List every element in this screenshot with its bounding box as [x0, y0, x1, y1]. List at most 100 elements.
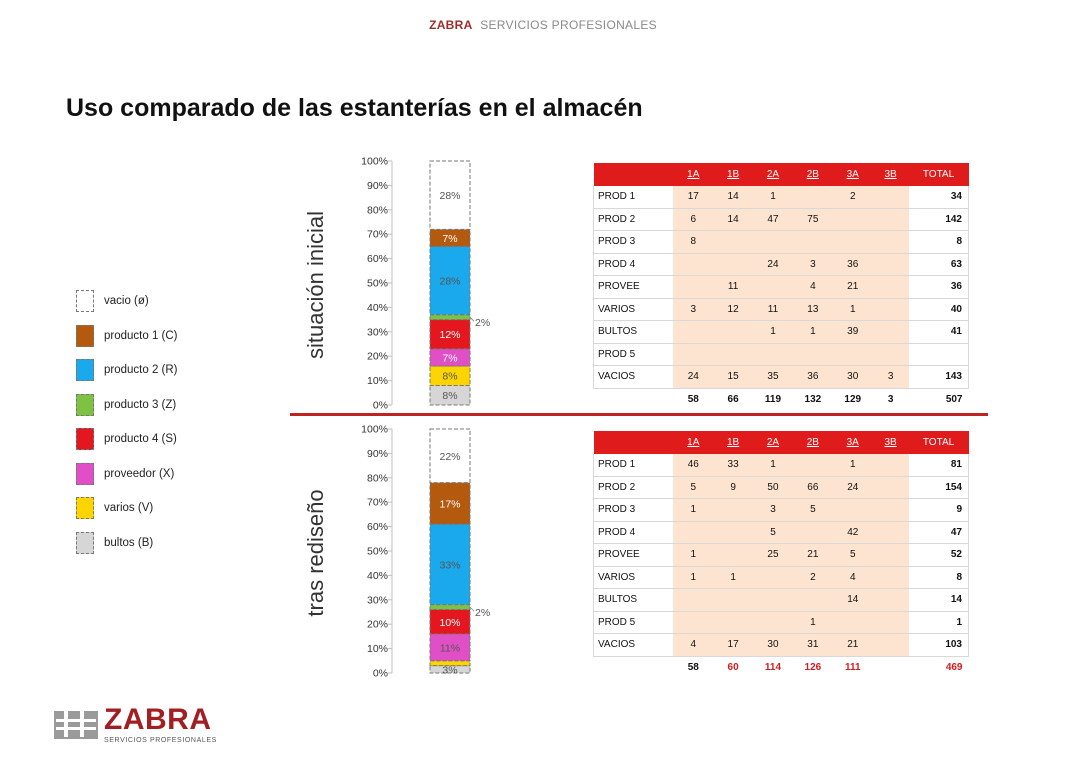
table-row-total: 40	[908, 298, 969, 321]
table-cell	[872, 343, 909, 366]
table-totals-row: 58 66 119 132 129 3 507	[593, 388, 969, 411]
table-cell: 30	[832, 365, 873, 389]
legend-swatch	[76, 497, 94, 519]
bar-chart-redesign: 0% 10% 20% 30% 40% 50% 60% 70% 80% 90% 100% 3% 11% 10…	[361, 424, 490, 680]
table-cell	[673, 588, 714, 612]
table-cell: 39	[832, 320, 873, 344]
bar-side-label: 2%	[475, 607, 490, 619]
table-cell	[872, 208, 909, 231]
table-cell	[832, 498, 873, 522]
y-tick-label: 80%	[367, 204, 388, 216]
table-header-corner	[593, 431, 674, 454]
table-cell	[872, 185, 909, 209]
bar-data-label: 8%	[442, 390, 457, 402]
table-cell: 31	[792, 633, 833, 657]
table-row-total: 81	[908, 453, 969, 477]
legend-label: proveedor (X)	[104, 467, 175, 480]
table-column-total: 114	[753, 656, 793, 679]
y-tick-label: 10%	[367, 375, 388, 387]
table-column-total: 469	[908, 656, 969, 679]
table-row-total: 63	[908, 253, 969, 276]
table-cell	[713, 230, 754, 254]
table-column-total: 119	[753, 388, 793, 411]
table-cell: 3	[872, 365, 909, 389]
table-column-total: 66	[713, 388, 754, 411]
table-column-total: 126	[792, 656, 833, 679]
legend-swatch	[76, 393, 94, 416]
table-cell: 4	[832, 566, 873, 589]
table-column-header: 3A	[832, 163, 873, 186]
bar-segment	[429, 365, 471, 386]
table-row: PROD 1 46 33 1 1 81	[593, 453, 969, 477]
legend-label: producto 2 (R)	[104, 364, 178, 376]
table-cell: 1	[792, 611, 833, 634]
bar-segment	[429, 609, 471, 635]
table-cell: 24	[832, 476, 873, 499]
bar-data-label: 28%	[439, 276, 460, 288]
table-cell	[872, 543, 909, 567]
table-cell	[753, 566, 793, 589]
logo-text: ZABRA	[104, 703, 212, 736]
table-cell: 12	[713, 298, 754, 321]
table-row: BULTOS 14 14	[593, 588, 969, 612]
table-cell	[792, 521, 833, 544]
table-cell	[792, 230, 833, 254]
table-row: PROD 5 1 1	[593, 611, 969, 634]
table-row: VACIOS 24 15 35 36 30 3 143	[593, 365, 969, 389]
table-column-header: 2A	[753, 163, 793, 186]
table-cell	[872, 566, 909, 589]
table-row: PROD 2 6 14 47 75 142	[593, 208, 969, 231]
table-cell	[832, 611, 873, 634]
bar-data-label: 3%	[442, 664, 457, 676]
table-row-label: PROD 4	[593, 521, 674, 544]
y-tick-label: 70%	[367, 497, 388, 509]
table-row-total: 8	[908, 230, 969, 254]
table-row: VARIOS 1 1 2 4 8	[593, 566, 969, 589]
y-tick-label: 40%	[367, 302, 388, 314]
table-cell	[832, 343, 873, 366]
table-cell: 36	[832, 253, 873, 276]
table-cell	[872, 230, 909, 254]
table-cell: 47	[753, 208, 793, 231]
section-divider	[290, 413, 988, 416]
table-cell	[713, 611, 754, 634]
table-cell: 33	[713, 453, 754, 477]
table-cell	[872, 476, 909, 499]
table-cell	[792, 185, 833, 209]
table-row-label: PROD 5	[593, 343, 674, 366]
table-totals-row: 58 60 114 126 111 469	[593, 656, 969, 679]
table-cell: 2	[792, 566, 833, 589]
table-cell: 13	[792, 298, 833, 321]
bar-data-label: 28%	[439, 190, 460, 202]
legend-swatch	[76, 324, 94, 347]
bar-data-label: 17%	[439, 498, 460, 510]
legend-item: producto 1 (C)	[76, 324, 276, 349]
y-tick-label: 90%	[367, 180, 388, 192]
table-cell: 42	[832, 521, 873, 544]
table-row-label: PROD 1	[593, 185, 674, 209]
table-row-total	[908, 343, 969, 366]
table-cell	[713, 343, 754, 366]
table-cell	[673, 320, 714, 344]
table-row-label: BULTOS	[593, 588, 674, 612]
table-row: PROD 4 5 42 47	[593, 521, 969, 544]
bar-data-label: 7%	[442, 352, 457, 364]
table-column-header: 3B	[872, 431, 909, 454]
table-row-total: 14	[908, 588, 969, 612]
table-row: PROVEE 1 25 21 5 52	[593, 543, 969, 567]
legend-item: producto 2 (R)	[76, 359, 276, 383]
table-row-label: VARIOS	[593, 298, 674, 321]
table-cell: 3	[673, 298, 714, 321]
table-cell: 21	[832, 275, 873, 299]
table-cell: 21	[832, 633, 873, 657]
table-cell: 14	[832, 588, 873, 612]
table-row-total: 9	[908, 498, 969, 522]
table-cell	[673, 521, 714, 544]
table-cell	[753, 611, 793, 634]
table-cell: 1	[673, 543, 714, 567]
table-cell	[753, 588, 793, 612]
table-cell: 24	[753, 253, 793, 276]
table-column-total: 3	[872, 388, 909, 411]
table-cell: 4	[792, 275, 833, 299]
